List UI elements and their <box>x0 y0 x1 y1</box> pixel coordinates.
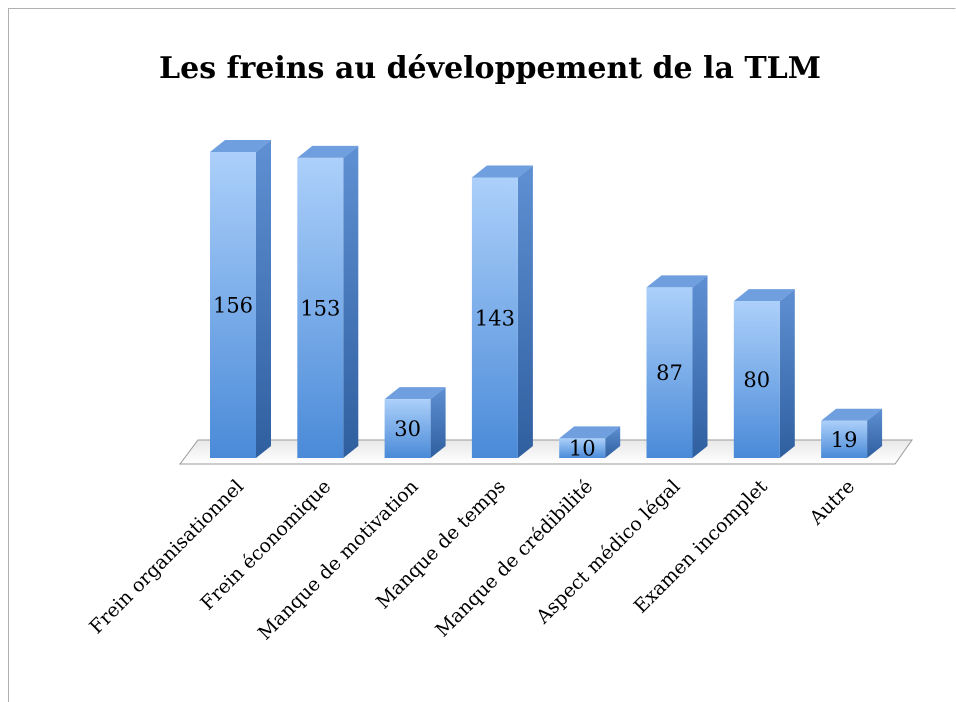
bar <box>733 289 795 458</box>
chart-title: Les freins au développement de la TLM <box>159 51 821 86</box>
x-tick-label: Manque de motivation <box>254 476 423 645</box>
value-label: 19 <box>831 428 858 452</box>
value-label: 143 <box>475 306 515 330</box>
bar <box>559 426 621 458</box>
bar-top <box>210 140 271 152</box>
bar-side <box>343 145 359 458</box>
value-label: 153 <box>300 296 340 320</box>
bar-top <box>821 408 883 421</box>
bar-side <box>605 426 621 458</box>
bar-front <box>646 287 693 458</box>
value-label: 80 <box>743 368 770 392</box>
bar-side <box>430 387 446 458</box>
bar-side <box>256 140 271 458</box>
bar <box>384 387 446 458</box>
floor <box>179 439 913 465</box>
value-label: 10 <box>569 437 596 461</box>
bar-front <box>471 177 518 458</box>
bar-front <box>733 301 780 458</box>
x-tick-label: Frein organisationnel <box>85 476 248 639</box>
bar-front <box>559 438 606 458</box>
value-label: 30 <box>394 417 421 441</box>
x-tick-label: Manque de crédibilité <box>431 476 597 642</box>
bar <box>646 275 708 458</box>
bar-front <box>210 152 256 458</box>
bar <box>821 408 883 458</box>
value-label: 156 <box>213 294 253 318</box>
bar-side <box>867 408 883 458</box>
bar-side <box>517 165 533 458</box>
value-label: 87 <box>656 361 683 385</box>
bar <box>471 165 533 458</box>
x-tick-label: Autre <box>805 476 859 530</box>
bar <box>210 140 271 458</box>
bar-top <box>559 426 621 439</box>
bar-top <box>471 165 533 178</box>
bar-side <box>692 275 708 458</box>
bar-front <box>384 399 431 458</box>
bar-top <box>297 145 359 158</box>
bar-front <box>821 420 868 458</box>
frame <box>8 8 956 702</box>
bar-top <box>646 275 708 288</box>
bar-side <box>779 289 795 458</box>
x-tick-label: Aspect médico légal <box>531 476 684 629</box>
bar <box>297 145 359 458</box>
bar-top <box>733 289 795 302</box>
bar-top <box>384 387 446 400</box>
bar-front <box>297 157 344 458</box>
